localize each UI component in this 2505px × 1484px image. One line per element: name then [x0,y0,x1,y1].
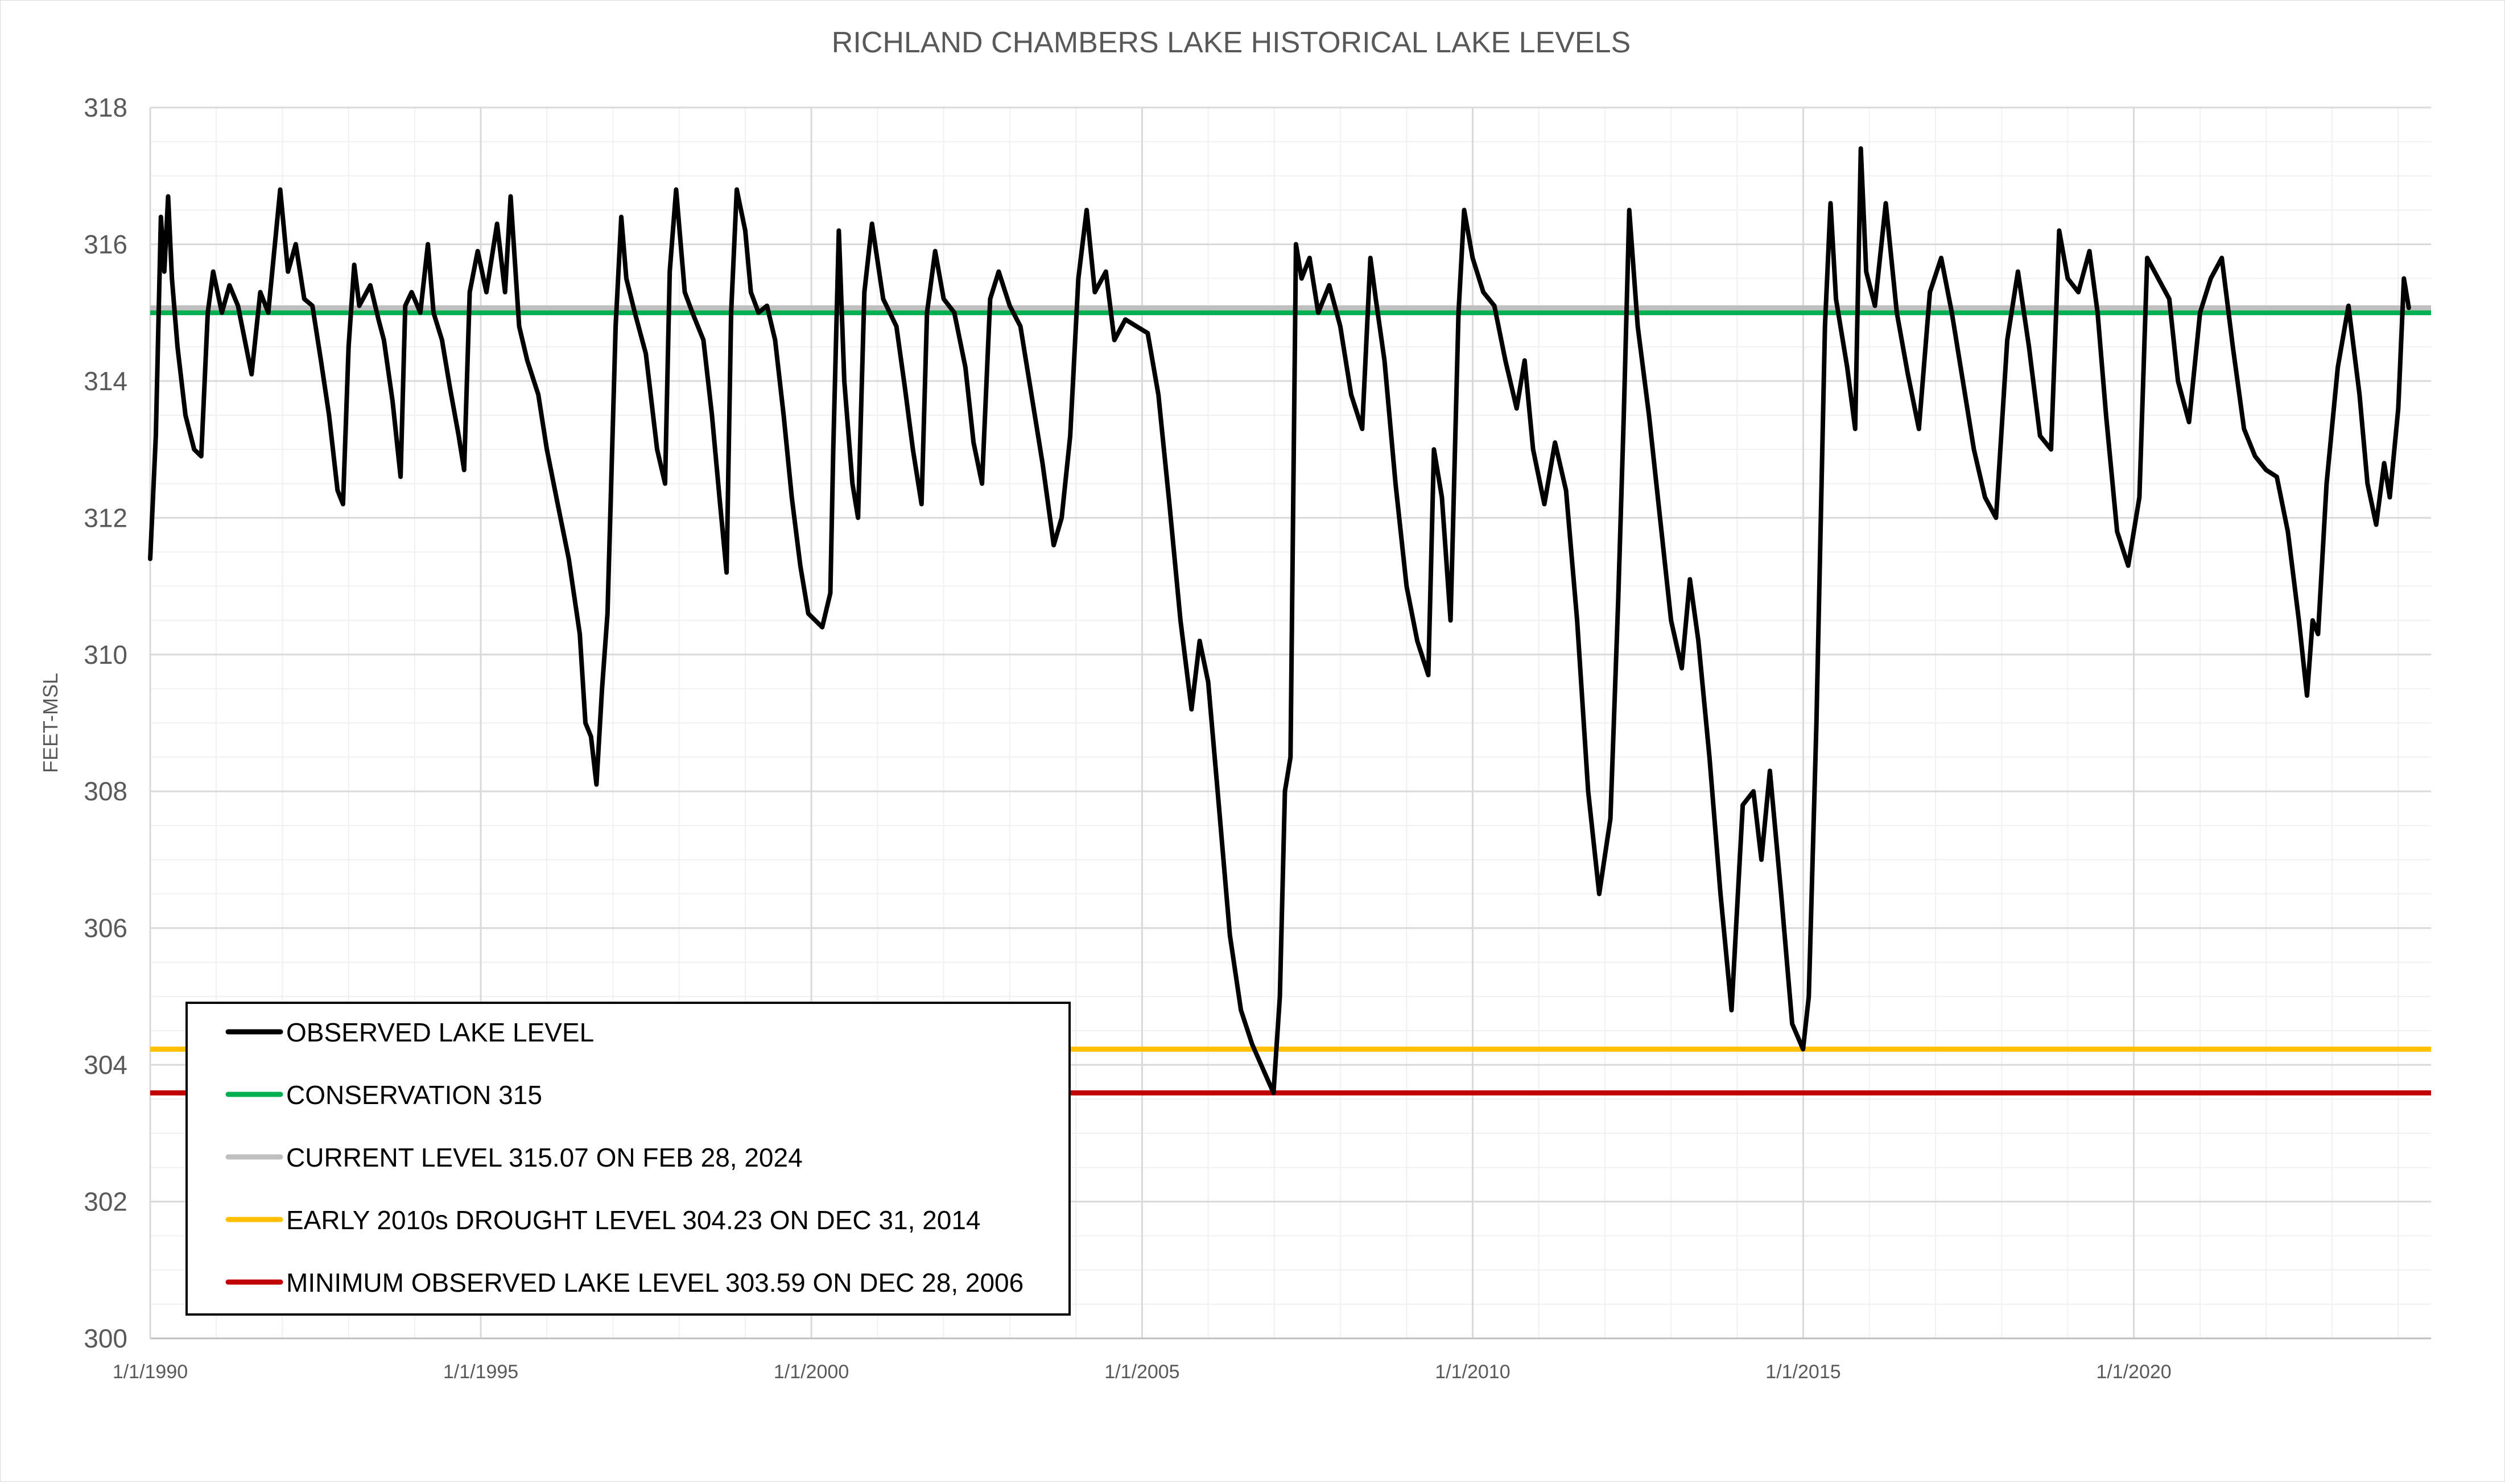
legend-box [185,1002,1071,1316]
x-tick-label: 1/1/2010 [1435,1361,1510,1383]
x-tick-label: 1/1/2020 [2096,1361,2171,1383]
chart-title: RICHLAND CHAMBERS LAKE HISTORICAL LAKE L… [832,26,1631,59]
y-tick-label: 300 [84,1324,127,1353]
x-tick-label: 1/1/2000 [774,1361,849,1383]
y-tick-label: 306 [84,913,127,943]
y-tick-label: 312 [84,503,127,532]
y-tick-label: 308 [84,776,127,806]
observed-lake-level-line [148,146,2411,1096]
x-axis-ticks: 1/1/1990 1/1/1995 1/1/2000 1/1/2005 1/1/2010… [113,1361,2172,1383]
x-tick-label: 1/1/1990 [113,1361,188,1383]
y-axis-ticks: 300 302 304 306 308 310 312 314 316 318 [84,93,127,1353]
x-tick-label: 1/1/2005 [1104,1361,1179,1383]
legend-label: CURRENT LEVEL 315.07 ON FEB 28, 2024 [286,1143,803,1172]
y-tick-label: 304 [84,1050,127,1080]
observed-series [148,146,2411,1096]
y-tick-label: 302 [84,1187,127,1217]
y-axis-label: FEET-MSL [39,673,62,773]
y-tick-label: 316 [84,229,127,259]
y-tick-label: 310 [84,640,127,669]
legend-label: OBSERVED LAKE LEVEL [286,1018,594,1047]
y-tick-label: 314 [84,366,127,396]
legend-label: MINIMUM OBSERVED LAKE LEVEL 303.59 ON DE… [286,1268,1024,1297]
y-tick-label: 318 [84,93,127,122]
legend-label: EARLY 2010s DROUGHT LEVEL 304.23 ON DEC … [286,1205,980,1235]
x-tick-label: 1/1/2015 [1765,1361,1840,1383]
legend-label: CONSERVATION 315 [286,1080,542,1110]
x-tick-label: 1/1/1995 [443,1361,518,1383]
legend: OBSERVED LAKE LEVEL CONSERVATION 315 CURRE… [185,1002,1071,1316]
